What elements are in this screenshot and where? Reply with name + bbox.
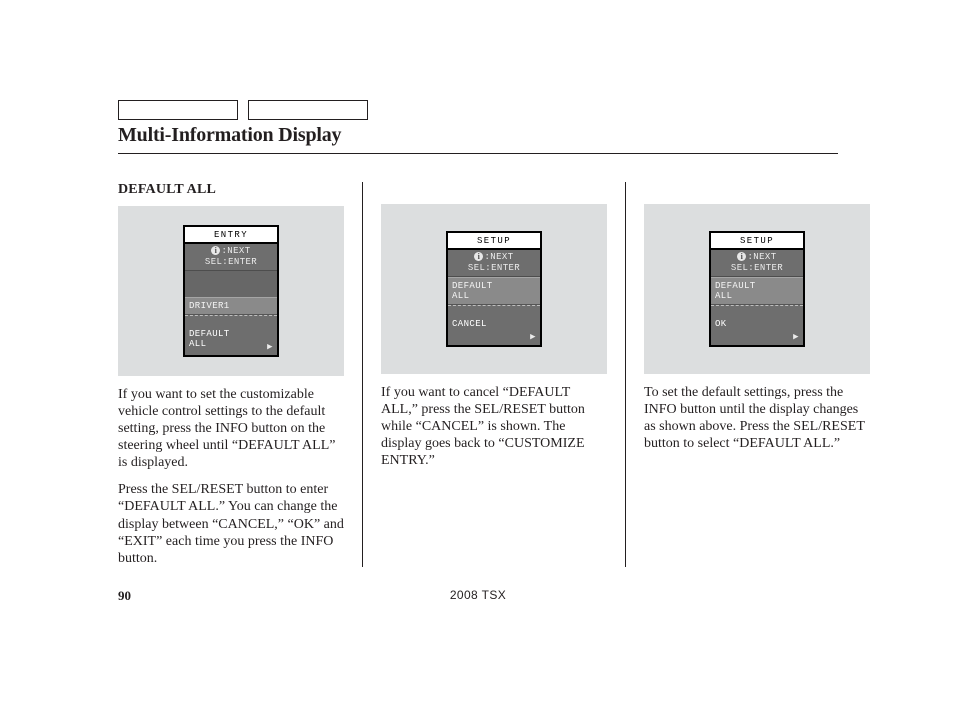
lcd-hint-line1: :NEXT bbox=[484, 252, 513, 262]
lcd-driver-band: DRIVER1 bbox=[185, 297, 277, 315]
lcd-hint-line1: :NEXT bbox=[221, 246, 250, 256]
manual-page: Multi-Information Display DEFAULT ALL EN… bbox=[118, 100, 838, 567]
subhead-spacer bbox=[644, 182, 870, 204]
lcd-foot-line1: DEFAULT bbox=[189, 329, 273, 339]
lcd-spacer bbox=[185, 271, 277, 297]
lcd-band-line1: DEFAULT bbox=[452, 281, 536, 291]
lcd-titlebar: ENTRY bbox=[185, 227, 277, 244]
lcd-hint-line2: SEL:ENTER bbox=[448, 263, 540, 273]
lcd-figure-1: ENTRY i:NEXT SEL:ENTER DRIVER1 DEFAULT A… bbox=[118, 206, 344, 376]
lcd-foot-line1: CANCEL bbox=[452, 319, 536, 329]
vehicle-model: 2008 TSX bbox=[450, 588, 506, 602]
column-1: DEFAULT ALL ENTRY i:NEXT SEL:ENTER DRIVE… bbox=[118, 182, 363, 567]
content-columns: DEFAULT ALL ENTRY i:NEXT SEL:ENTER DRIVE… bbox=[118, 182, 838, 567]
lcd-foot: OK ▶ bbox=[711, 316, 803, 345]
col3-para1: To set the default settings, press the I… bbox=[644, 384, 870, 452]
lcd-screen-setup-cancel: SETUP i:NEXT SEL:ENTER DEFAULT ALL CANCE… bbox=[446, 231, 542, 347]
lcd-titlebar: SETUP bbox=[711, 233, 803, 250]
col1-para2: Press the SEL/RESET button to enter “DEF… bbox=[118, 481, 344, 566]
lcd-screen-entry: ENTRY i:NEXT SEL:ENTER DRIVER1 DEFAULT A… bbox=[183, 225, 279, 357]
header-tabs bbox=[118, 100, 838, 122]
col1-para1: If you want to set the customizable vehi… bbox=[118, 386, 344, 471]
lcd-figure-3: SETUP i:NEXT SEL:ENTER DEFAULT ALL OK ▶ bbox=[644, 204, 870, 374]
page-footer: 90 2008 TSX bbox=[118, 588, 838, 604]
info-icon: i bbox=[737, 252, 746, 261]
lcd-band-line2: ALL bbox=[715, 291, 799, 301]
subhead-spacer bbox=[381, 182, 607, 204]
lcd-foot-line1: OK bbox=[715, 319, 799, 329]
lcd-hint: i:NEXT SEL:ENTER bbox=[185, 244, 277, 271]
lcd-band-line2: ALL bbox=[452, 291, 536, 301]
header-tab-left bbox=[118, 100, 238, 120]
lcd-divider bbox=[448, 305, 540, 316]
section-subhead: DEFAULT ALL bbox=[118, 182, 344, 198]
lcd-default-band: DEFAULT ALL bbox=[448, 277, 540, 305]
column-3: SETUP i:NEXT SEL:ENTER DEFAULT ALL OK ▶ bbox=[626, 182, 870, 567]
lcd-figure-2: SETUP i:NEXT SEL:ENTER DEFAULT ALL CANCE… bbox=[381, 204, 607, 374]
chevron-right-icon: ▶ bbox=[530, 332, 536, 342]
lcd-titlebar: SETUP bbox=[448, 233, 540, 250]
col2-para1: If you want to cancel “DEFAULT ALL,” pre… bbox=[381, 384, 607, 469]
header-tab-right bbox=[248, 100, 368, 120]
info-icon: i bbox=[474, 252, 483, 261]
chevron-right-icon: ▶ bbox=[267, 342, 273, 352]
page-number: 90 bbox=[118, 588, 131, 603]
page-title: Multi-Information Display bbox=[118, 124, 838, 147]
lcd-divider bbox=[711, 305, 803, 316]
column-2: SETUP i:NEXT SEL:ENTER DEFAULT ALL CANCE… bbox=[363, 182, 626, 567]
lcd-foot: DEFAULT ALL ▶ bbox=[185, 326, 277, 355]
chevron-right-icon: ▶ bbox=[793, 332, 799, 342]
lcd-foot-line2: ALL bbox=[189, 339, 273, 349]
lcd-divider bbox=[185, 315, 277, 326]
lcd-screen-setup-ok: SETUP i:NEXT SEL:ENTER DEFAULT ALL OK ▶ bbox=[709, 231, 805, 347]
lcd-hint: i:NEXT SEL:ENTER bbox=[448, 250, 540, 277]
lcd-band-line1: DEFAULT bbox=[715, 281, 799, 291]
lcd-hint-line2: SEL:ENTER bbox=[711, 263, 803, 273]
lcd-hint-line2: SEL:ENTER bbox=[185, 257, 277, 267]
lcd-hint: i:NEXT SEL:ENTER bbox=[711, 250, 803, 277]
lcd-default-band: DEFAULT ALL bbox=[711, 277, 803, 305]
lcd-hint-line1: :NEXT bbox=[747, 252, 776, 262]
title-rule bbox=[118, 153, 838, 154]
info-icon: i bbox=[211, 246, 220, 255]
lcd-foot: CANCEL ▶ bbox=[448, 316, 540, 345]
